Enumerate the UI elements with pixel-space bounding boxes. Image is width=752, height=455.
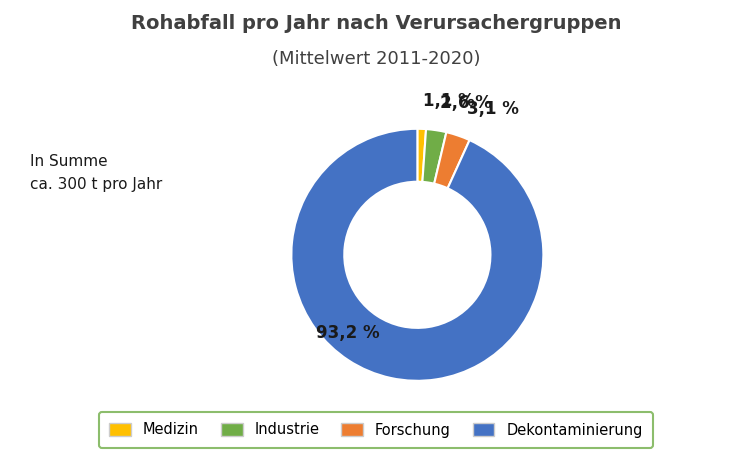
Text: In Summe
ca. 300 t pro Jahr: In Summe ca. 300 t pro Jahr: [30, 154, 162, 192]
Legend: Medizin, Industrie, Forschung, Dekontaminierung: Medizin, Industrie, Forschung, Dekontami…: [99, 412, 653, 448]
Wedge shape: [423, 129, 447, 184]
Text: (Mittelwert 2011-2020): (Mittelwert 2011-2020): [271, 50, 481, 68]
Wedge shape: [291, 129, 544, 381]
Wedge shape: [417, 129, 426, 182]
Text: 2,6 %: 2,6 %: [441, 94, 493, 112]
Text: 93,2 %: 93,2 %: [317, 324, 380, 342]
Text: 3,1 %: 3,1 %: [467, 101, 519, 118]
Text: Rohabfall pro Jahr nach Verursachergruppen: Rohabfall pro Jahr nach Verursachergrupp…: [131, 14, 621, 33]
Wedge shape: [434, 132, 469, 188]
Text: 1,1 %: 1,1 %: [423, 92, 475, 110]
